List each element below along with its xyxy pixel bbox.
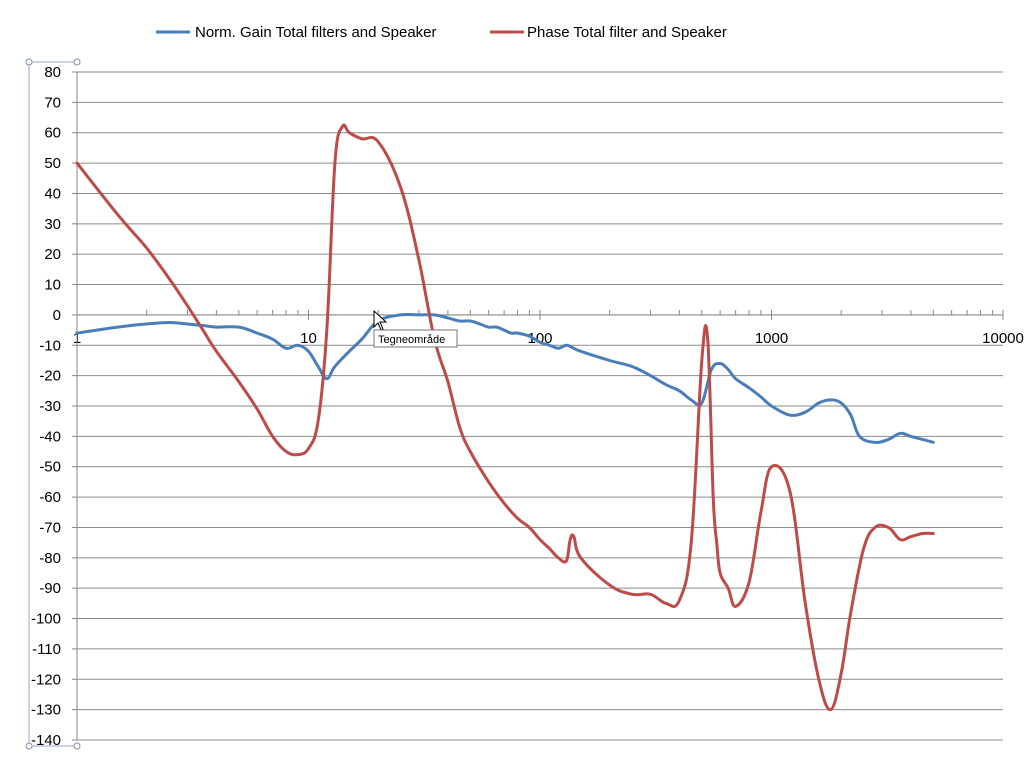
plot-area-selection[interactable] — [25, 58, 81, 750]
y-tick-label: -140 — [31, 732, 61, 749]
series-line-phase — [75, 123, 935, 712]
y-tick-label: -90 — [39, 580, 61, 597]
y-tick-label: -130 — [31, 702, 61, 719]
tooltip-text: Tegneområde — [378, 334, 445, 346]
y-tick-label: -50 — [39, 459, 61, 476]
x-tick-label: 1000 — [755, 330, 788, 347]
y-axis-labels: 80 70 60 50 40 30 20 10 0 -10 -20 -30 -40 -50 -60 -70 -8… — [31, 64, 77, 749]
x-tick-label: 10 — [300, 330, 317, 347]
selection-handle-top-left[interactable] — [25, 58, 33, 66]
y-tick-label: -60 — [39, 489, 61, 506]
y-tick-label: -100 — [31, 611, 61, 628]
y-tick-label: 80 — [44, 64, 61, 81]
y-tick-label: 30 — [44, 216, 61, 233]
y-tick-label: -70 — [39, 519, 61, 536]
y-tick-label: -10 — [39, 337, 61, 354]
tooltip-box — [373, 329, 458, 348]
y-tick-label: -80 — [39, 550, 61, 567]
selection-handle-bottom-right[interactable] — [73, 742, 81, 750]
y-tick-label: -30 — [39, 398, 61, 415]
tooltip: Tegneområde — [373, 329, 458, 348]
y-tick-label: -110 — [32, 641, 61, 658]
legend-label-phase: Phase Total filter and Speaker — [527, 24, 727, 41]
x-tick-label: 100 — [527, 330, 552, 347]
selection-handle-top-right[interactable] — [73, 58, 81, 66]
y-tick-label: 70 — [44, 94, 61, 111]
x-tick-label: 10000 — [982, 330, 1024, 347]
series-lines — [75, 123, 935, 712]
y-tick-label: 40 — [44, 185, 61, 202]
y-tick-label: -120 — [31, 671, 61, 688]
y-tick-label: -20 — [39, 368, 61, 385]
y-tick-label: 60 — [44, 125, 61, 142]
y-tick-label: 50 — [44, 155, 61, 172]
y-tick-label: 20 — [44, 246, 61, 263]
y-tick-label: -40 — [39, 428, 61, 445]
series-line-gain — [75, 312, 935, 445]
legend: Norm. Gain Total filters and Speaker Pha… — [156, 24, 727, 41]
legend-label-gain: Norm. Gain Total filters and Speaker — [195, 24, 437, 41]
selection-handle-bottom-left[interactable] — [25, 742, 33, 750]
y-tick-label: 10 — [44, 277, 61, 294]
y-tick-label: 0 — [53, 307, 61, 324]
